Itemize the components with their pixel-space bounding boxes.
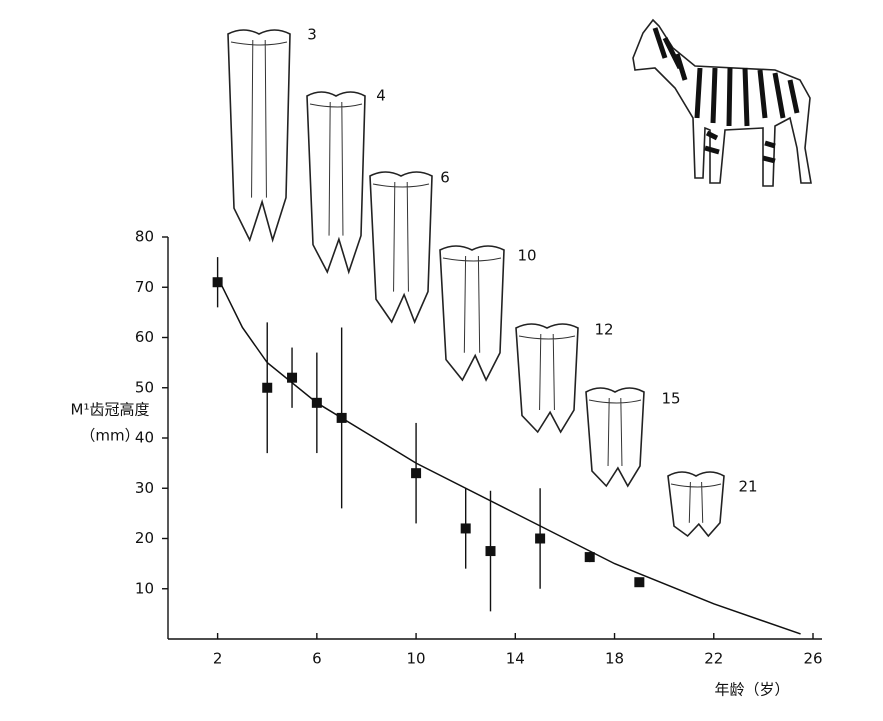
y-tick-label: 60 bbox=[135, 328, 154, 346]
tooth-age-label: 3 bbox=[307, 26, 317, 44]
data-point bbox=[336, 412, 347, 423]
y-tick-label: 10 bbox=[135, 579, 154, 597]
x-tick-label: 2 bbox=[213, 650, 223, 668]
data-point bbox=[485, 546, 496, 557]
data-point bbox=[584, 552, 595, 563]
tooth-age-label: 21 bbox=[738, 478, 757, 496]
y-tick-label: 80 bbox=[135, 228, 154, 246]
tooth-detail bbox=[588, 397, 642, 467]
x-tick-label: 10 bbox=[407, 650, 426, 668]
x-axis-label: 年龄（岁） bbox=[714, 681, 789, 699]
x-tick-label: 22 bbox=[704, 650, 723, 668]
tooth-detail bbox=[670, 481, 722, 523]
data-point bbox=[212, 277, 223, 288]
tooth-detail bbox=[442, 255, 502, 353]
tooth-drawing bbox=[306, 91, 366, 275]
data-point bbox=[460, 523, 471, 534]
data-point bbox=[311, 397, 322, 408]
tooth-drawing bbox=[515, 323, 579, 434]
tooth-drawing bbox=[227, 29, 291, 243]
y-tick-label: 40 bbox=[135, 429, 154, 447]
tooth-age-label: 10 bbox=[517, 247, 536, 265]
tooth-detail bbox=[518, 333, 576, 411]
x-tick-label: 6 bbox=[312, 650, 322, 668]
tooth-drawing bbox=[667, 471, 725, 538]
data-point bbox=[411, 468, 422, 479]
y-tick-label: 70 bbox=[135, 278, 154, 296]
data-point bbox=[287, 372, 298, 383]
x-tick-label: 14 bbox=[506, 650, 525, 668]
fit-curve bbox=[216, 276, 801, 635]
tooth-detail bbox=[230, 39, 288, 198]
data-point bbox=[634, 577, 645, 588]
tooth-detail bbox=[372, 181, 430, 292]
y-tick-label: 20 bbox=[135, 529, 154, 547]
data-point bbox=[535, 533, 546, 544]
tooth-detail bbox=[309, 101, 363, 236]
tooth-drawing bbox=[585, 387, 645, 488]
tooth-age-label: 6 bbox=[440, 169, 450, 187]
x-tick-label: 26 bbox=[803, 650, 822, 668]
y-axis-label: M¹齿冠高度 bbox=[71, 401, 150, 419]
tooth-age-label: 12 bbox=[594, 321, 613, 339]
x-tick-label: 18 bbox=[605, 650, 624, 668]
y-tick-label: 30 bbox=[135, 479, 154, 497]
tooth-drawing bbox=[439, 245, 505, 382]
tooth-age-label: 4 bbox=[376, 87, 386, 105]
data-point bbox=[262, 382, 273, 393]
y-tick-label: 50 bbox=[135, 378, 154, 396]
tooth-drawing bbox=[369, 171, 433, 325]
y-axis-unit: （mm） bbox=[80, 427, 139, 445]
tooth-age-label: 15 bbox=[661, 390, 680, 408]
zebra-illustration bbox=[632, 18, 812, 187]
